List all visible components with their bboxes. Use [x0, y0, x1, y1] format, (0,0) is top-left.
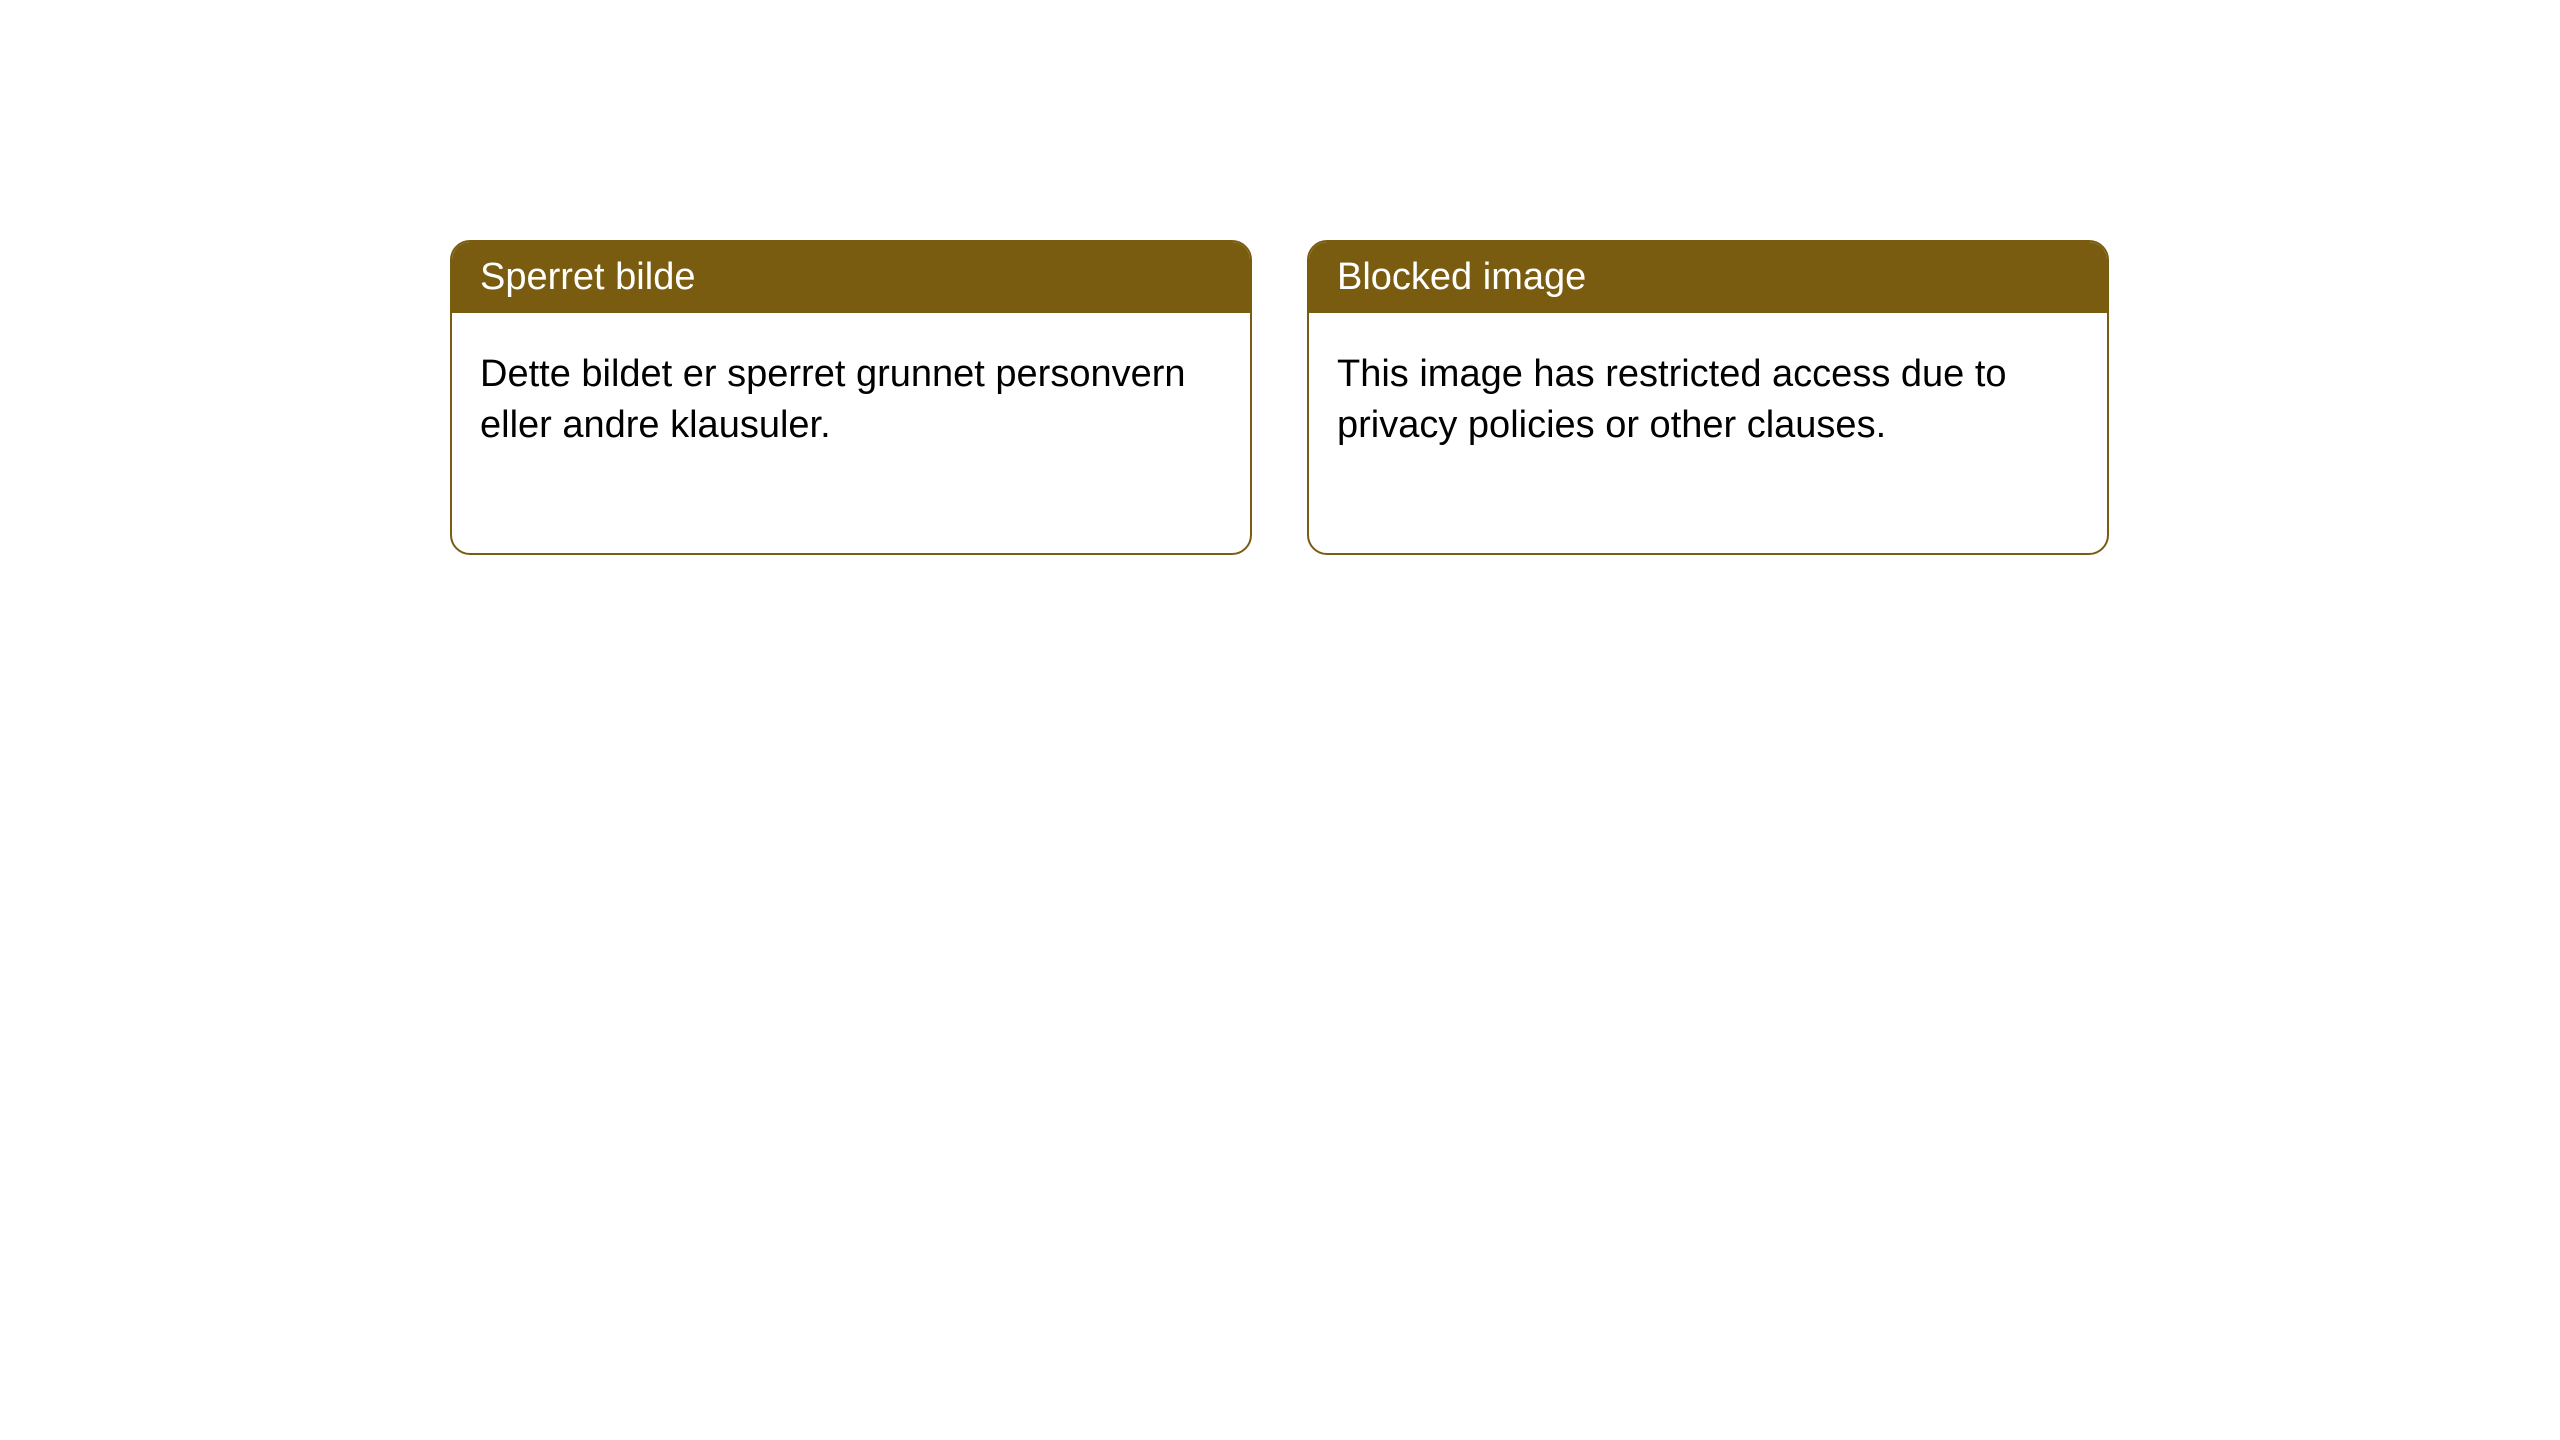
- notice-card-norwegian: Sperret bilde Dette bildet er sperret gr…: [450, 240, 1252, 555]
- notice-body: Dette bildet er sperret grunnet personve…: [452, 313, 1250, 553]
- notice-body: This image has restricted access due to …: [1309, 313, 2107, 553]
- notice-text: Dette bildet er sperret grunnet personve…: [480, 349, 1222, 452]
- notice-cards-container: Sperret bilde Dette bildet er sperret gr…: [450, 240, 2109, 555]
- notice-card-english: Blocked image This image has restricted …: [1307, 240, 2109, 555]
- notice-text: This image has restricted access due to …: [1337, 349, 2079, 452]
- notice-title: Sperret bilde: [480, 256, 695, 298]
- notice-header: Blocked image: [1309, 242, 2107, 313]
- notice-title: Blocked image: [1337, 256, 1586, 298]
- notice-header: Sperret bilde: [452, 242, 1250, 313]
